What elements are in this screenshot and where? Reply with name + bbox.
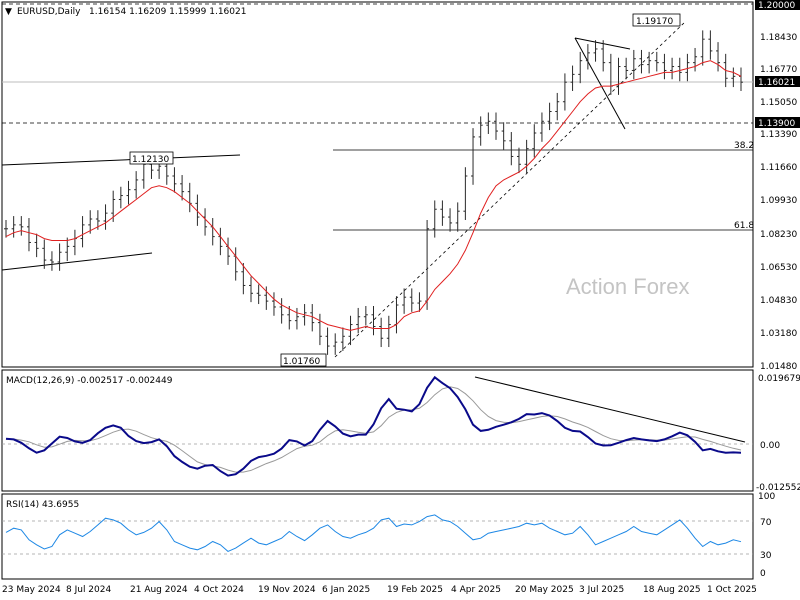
y-tick-1: 1.18430 <box>760 33 797 43</box>
x-axis-label: 4 Apr 2025 <box>451 585 501 595</box>
y-tick-6: 1.09930 <box>760 196 797 206</box>
high-annotation-box <box>632 13 681 27</box>
macd-tick-bottom: -0.012552 <box>756 483 800 493</box>
fib-61-8-label: 61.8 <box>734 221 754 231</box>
rsi-title: RSI(14) 43.6955 <box>6 500 79 510</box>
fib-38-2-label: 38.2 <box>734 141 754 151</box>
watermark-text: Action Forex <box>566 274 690 299</box>
price-bars-group <box>4 30 743 355</box>
x-axis-label: 1 Oct 2025 <box>707 585 757 595</box>
macd-divergence-line <box>474 376 746 443</box>
rsi-tick-100: 100 <box>758 492 775 502</box>
x-axis-label: 19 Feb 2025 <box>387 585 443 595</box>
y-tick-1-20: 1.20000 <box>758 1 795 11</box>
macd-signal-line <box>5 386 742 473</box>
flag-top-line <box>574 37 631 50</box>
chart-title-arrow: ▼ <box>5 7 12 17</box>
rsi-tick-0: 0 <box>760 569 766 579</box>
current-price-label: 1.16021 <box>758 78 795 88</box>
x-axis-label: 3 Jul 2025 <box>579 585 624 595</box>
x-axis-label: 18 Aug 2025 <box>643 585 701 595</box>
y-tick-8: 1.06530 <box>760 263 797 273</box>
macd-panel <box>1 369 754 492</box>
rising-trendline <box>334 21 686 358</box>
mid-annotation: 1.12130 <box>132 155 169 165</box>
current-price-tag <box>755 76 800 87</box>
low-annotation-box <box>280 353 327 367</box>
x-axis-label: 19 Nov 2024 <box>258 585 316 595</box>
y-tick-4: 1.13390 <box>760 130 797 140</box>
sma-line <box>5 60 742 331</box>
x-axis-label: 20 May 2025 <box>515 585 574 595</box>
rsi-tick-70: 70 <box>760 518 772 528</box>
chart-ohlc: 1.16154 1.16209 1.15999 1.16021 <box>89 7 246 17</box>
x-axis-label: 8 Jul 2024 <box>66 585 111 595</box>
high-annotation: 1.19170 <box>636 17 673 27</box>
y-tick-7: 1.08230 <box>760 230 797 240</box>
x-axis-label: 21 Aug 2024 <box>130 585 188 595</box>
lower-channel-line <box>1 252 153 271</box>
y-tick-5: 1.11660 <box>760 163 797 173</box>
top-level-tag <box>755 0 800 10</box>
rsi-line <box>5 514 742 552</box>
x-axis-label: 4 Oct 2024 <box>194 585 244 595</box>
support-price-label: 1.13900 <box>758 119 795 129</box>
upper-channel-line <box>1 154 241 166</box>
support-price-tag <box>755 117 800 128</box>
y-tick-9: 1.04830 <box>760 296 797 306</box>
macd-line <box>5 375 742 477</box>
x-axis-label: 23 May 2024 <box>2 585 61 595</box>
y-tick-11: 1.01480 <box>760 362 797 372</box>
y-tick-2: 1.16770 <box>760 65 797 75</box>
x-axis-labels: 23 May 2024 8 Jul 2024 21 Aug 2024 4 Oct 20… <box>2 585 757 595</box>
low-annotation: 1.01760 <box>283 357 320 367</box>
macd-tick-top: 0.019679 <box>758 374 800 384</box>
macd-tick-zero: 0.00 <box>760 441 780 451</box>
y-tick-10: 1.03180 <box>760 329 797 339</box>
rsi-panel <box>1 493 754 580</box>
price-panel <box>1 1 754 368</box>
y-tick-3: 1.15050 <box>760 98 797 108</box>
flag-bottom-line <box>574 37 626 130</box>
mid-annotation-box <box>129 151 174 165</box>
rsi-tick-30: 30 <box>760 551 772 561</box>
macd-title: MACD(12,26,9) -0.002517 -0.002449 <box>6 376 173 386</box>
x-axis-label: 6 Jan 2025 <box>322 585 370 595</box>
chart-title: EURUSD,Daily <box>17 7 81 17</box>
